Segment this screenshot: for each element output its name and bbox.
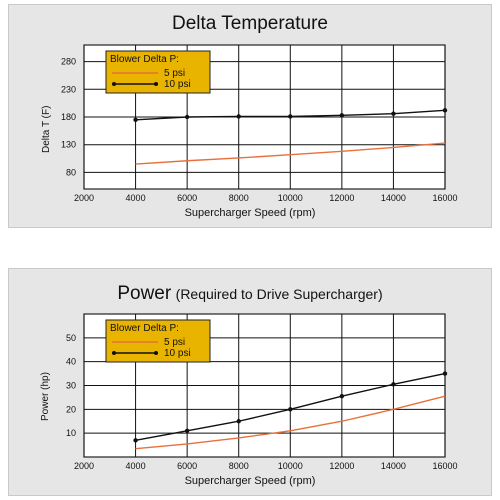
- x-tick-label: 2000: [74, 193, 94, 203]
- x-tick-label: 6000: [177, 461, 197, 471]
- data-point: [184, 428, 190, 433]
- legend-title: Blower Delta P:: [110, 323, 179, 334]
- legend-entry-label: 5 psi: [164, 68, 185, 79]
- x-tick-label: 6000: [177, 193, 197, 203]
- x-tick-label: 8000: [229, 193, 249, 203]
- x-tick-label: 12000: [329, 461, 354, 471]
- x-tick-label: 14000: [381, 461, 406, 471]
- x-axis-label: Supercharger Speed (rpm): [184, 207, 316, 219]
- legend-marker: [154, 82, 158, 86]
- x-tick-label: 12000: [329, 193, 354, 203]
- y-tick-label: 130: [61, 140, 76, 150]
- x-tick-label: 4000: [126, 461, 146, 471]
- x-tick-label: 14000: [381, 193, 406, 203]
- legend-marker: [154, 351, 158, 355]
- data-point: [133, 438, 138, 443]
- data-point: [442, 108, 448, 113]
- data-point: [339, 113, 345, 118]
- y-tick-label: 280: [61, 57, 76, 67]
- data-point: [442, 371, 448, 376]
- series-line-5-psi: [135, 142, 446, 165]
- series-line-5-psi: [135, 395, 446, 450]
- y-tick-label: 230: [61, 84, 76, 94]
- y-tick-label: 10: [66, 428, 76, 438]
- x-tick-label: 16000: [432, 193, 457, 203]
- x-tick-label: 2000: [74, 461, 94, 471]
- data-point: [391, 111, 396, 116]
- legend-entry-label: 5 psi: [164, 337, 185, 348]
- legend-box: [105, 319, 211, 363]
- chart-title-text: Power: [117, 283, 172, 304]
- legend-marker: [112, 351, 116, 355]
- data-point: [288, 407, 293, 412]
- y-tick-label: 40: [66, 357, 76, 367]
- legend-marker: [112, 82, 116, 86]
- data-point: [236, 114, 241, 119]
- delta-temperature-chart-panel: Delta Temperature 2000 4000 6000 8000 10000 1…: [8, 4, 492, 228]
- y-axis-label: Power (hp): [40, 372, 51, 421]
- data-point: [288, 114, 293, 119]
- legend-title: Blower Delta P:: [110, 54, 179, 65]
- delta-temperature-plot: 2000 4000 6000 8000 10000 12000 14000 16000 80 13…: [61, 44, 458, 203]
- data-point: [184, 114, 190, 120]
- y-axis-label: Delta T (F): [41, 105, 52, 153]
- data-point: [391, 382, 396, 387]
- x-tick-label: 4000: [126, 193, 146, 203]
- data-point: [133, 117, 138, 122]
- y-tick-label: 50: [66, 333, 76, 343]
- data-point: [236, 419, 241, 424]
- y-tick-label: 80: [66, 167, 76, 177]
- power-chart-panel: Power (Required to Drive Supercharger) 2…: [8, 268, 492, 496]
- x-tick-label: 10000: [278, 461, 303, 471]
- y-tick-label: 180: [61, 112, 76, 122]
- x-axis-label: Supercharger Speed (rpm): [184, 475, 316, 487]
- chart-title: Power (Required to Drive Supercharger): [9, 283, 491, 305]
- chart-subtitle-text: (Required to Drive Supercharger): [175, 286, 383, 302]
- legend-entry-label: 10 psi: [164, 79, 191, 90]
- legend-entry-label: 10 psi: [164, 348, 191, 359]
- x-tick-label: 8000: [229, 461, 249, 471]
- data-point: [339, 394, 345, 399]
- chart-title-text: Delta Temperature: [172, 13, 328, 34]
- power-plot: 2000 4000 6000 8000 10000 12000 14000 16000 10 20…: [66, 313, 458, 471]
- chart-title: Delta Temperature: [9, 13, 491, 35]
- legend-box: [105, 50, 211, 94]
- x-tick-label: 10000: [278, 193, 303, 203]
- y-tick-label: 30: [66, 381, 76, 391]
- x-tick-label: 16000: [432, 461, 457, 471]
- y-tick-label: 20: [66, 404, 76, 414]
